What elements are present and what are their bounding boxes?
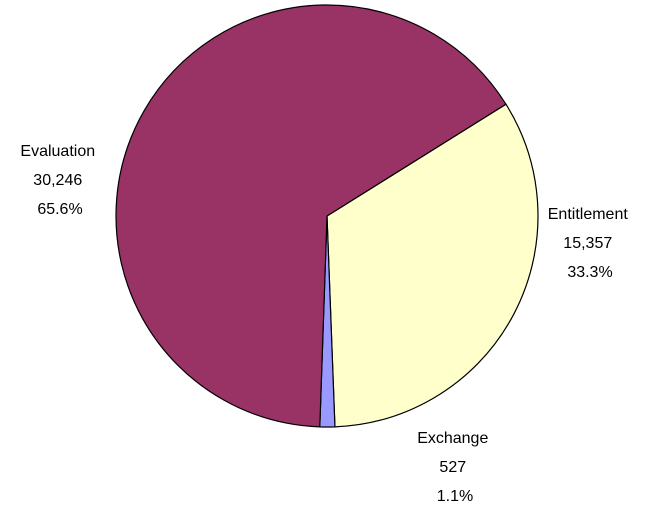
pie-slices	[115, 4, 539, 428]
label-entitlement-percent: 33.3%	[567, 264, 612, 281]
label-evaluation-name: Evaluation	[20, 143, 95, 160]
pie-labels: Entitlement 15,357 33.3% Exchange 527 1.…	[20, 143, 633, 505]
label-entitlement-value: 15,357	[563, 235, 612, 252]
label-exchange-value: 527	[439, 459, 466, 476]
pie-slice-evaluation	[115, 4, 507, 428]
label-entitlement-name: Entitlement	[548, 206, 629, 223]
pie-slice-entitlement	[326, 103, 539, 428]
label-evaluation: Evaluation 30,246 65.6%	[20, 143, 99, 218]
label-entitlement: Entitlement 15,357 33.3%	[548, 206, 633, 281]
label-evaluation-percent: 65.6%	[37, 201, 82, 218]
label-exchange: Exchange 527 1.1%	[417, 430, 493, 505]
label-exchange-percent: 1.1%	[437, 488, 473, 505]
label-exchange-name: Exchange	[417, 430, 488, 447]
label-evaluation-value: 30,246	[33, 172, 82, 189]
